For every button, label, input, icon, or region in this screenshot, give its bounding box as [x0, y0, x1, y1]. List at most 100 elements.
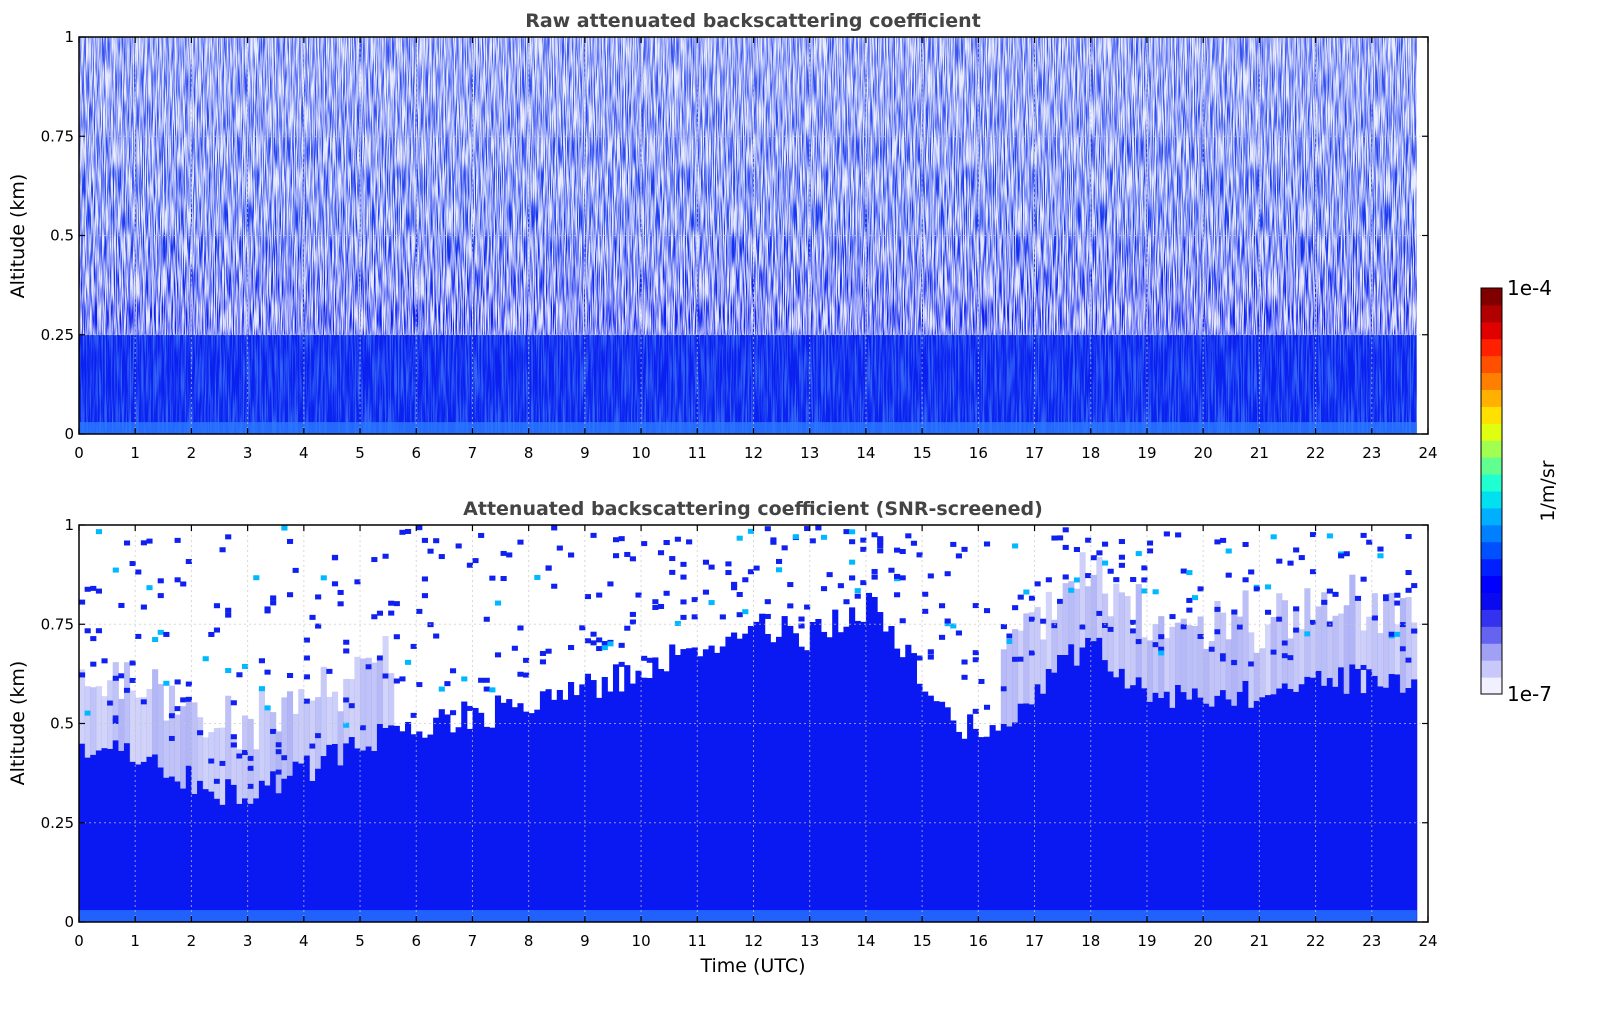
sparse-cell [236, 753, 243, 759]
sparse-cell [781, 545, 788, 551]
sparse-cell [641, 541, 648, 547]
haze-cell [1208, 641, 1215, 707]
panel-title: Attenuated backscattering coefficient (S… [463, 498, 1043, 520]
sparse-cell [1276, 558, 1283, 564]
haze-cell [1158, 616, 1165, 698]
x-tick-label: 5 [355, 444, 365, 462]
sparse-cell [826, 572, 833, 578]
sparse-cell [1377, 553, 1384, 559]
column-cell [584, 673, 591, 922]
haze-cell [376, 657, 384, 724]
haze-cell [197, 717, 204, 781]
sparse-cell [247, 765, 254, 771]
column-cell [1338, 667, 1345, 922]
column-cell [292, 761, 299, 922]
sparse-cell [1411, 583, 1418, 589]
column-cell [995, 730, 1002, 922]
haze-cell [180, 706, 187, 789]
sparse-cell [539, 659, 547, 665]
haze-cell [1028, 612, 1036, 705]
sparse-cell [1090, 555, 1097, 561]
column-cell [871, 596, 878, 922]
sparse-cell [652, 599, 659, 605]
sparse-cell [399, 676, 406, 682]
column-cell [500, 702, 507, 922]
sparse-cell [1287, 560, 1294, 566]
y-tick-label: 0.75 [41, 127, 74, 145]
sparse-cell [135, 569, 142, 575]
haze-cell [1130, 633, 1137, 686]
colorbar-cell [1481, 355, 1502, 374]
column-cell [1259, 697, 1266, 922]
haze-cell [1225, 639, 1232, 700]
colorbar-cell [1481, 677, 1502, 695]
sparse-cell [382, 673, 389, 679]
column-cell [1006, 726, 1013, 922]
haze-cell [1354, 597, 1362, 669]
sparse-cell [770, 539, 777, 545]
column-cell [731, 632, 738, 922]
sparse-cell [1191, 595, 1199, 601]
sparse-cell [584, 594, 591, 600]
sparse-cell [568, 552, 575, 558]
sparse-cell [275, 742, 282, 748]
column-cell [421, 737, 428, 922]
sparse-cell [123, 687, 131, 693]
sparse-cell [433, 538, 440, 544]
x-tick-label: 16 [969, 444, 988, 462]
x-tick-label: 13 [800, 932, 819, 950]
x-tick-label: 3 [243, 444, 253, 462]
sparse-cell [674, 620, 681, 626]
column-cell [708, 645, 715, 922]
haze-cell [1343, 605, 1350, 694]
haze-cell [95, 686, 102, 751]
column-cell [1354, 668, 1362, 922]
column-cell [163, 777, 170, 922]
haze-cell [1169, 626, 1176, 708]
colorbar-scale [1481, 288, 1502, 695]
sparse-cell [860, 580, 867, 586]
sparse-cell [983, 541, 991, 547]
column-cell [123, 743, 131, 922]
column-cell [1017, 703, 1024, 922]
sparse-cell [219, 760, 226, 766]
haze-cell [1276, 593, 1283, 689]
colorbar-cell [1481, 288, 1502, 306]
sparse-cell [1383, 594, 1390, 600]
heatmap-area [79, 525, 1418, 922]
column-cell [399, 731, 406, 922]
haze-cell [174, 714, 181, 782]
sparse-cell [1225, 548, 1232, 554]
sparse-cell [483, 677, 490, 683]
sparse-cell [545, 648, 552, 654]
sparse-cell [500, 576, 507, 582]
column-cell [972, 728, 979, 922]
sparse-cell [107, 700, 114, 706]
column-cell [95, 750, 102, 922]
column-cell [1090, 641, 1097, 922]
sparse-cell [1214, 606, 1221, 612]
column-cell [612, 664, 620, 922]
column-cell [449, 732, 457, 922]
column-cell [1079, 647, 1086, 922]
sparse-cell [230, 734, 237, 740]
sparse-cell [1242, 541, 1249, 547]
colorbar-cell [1481, 406, 1502, 424]
sparse-cell [742, 609, 749, 615]
sparse-cell [95, 588, 102, 594]
sparse-cell [674, 536, 681, 542]
column-cell [539, 691, 547, 922]
colorbar-max-label: 1e-4 [1507, 276, 1552, 300]
column-cell [1214, 695, 1221, 922]
sparse-cell [1220, 653, 1227, 659]
x-tick-label: 24 [1418, 932, 1437, 950]
sparse-cell [180, 697, 187, 703]
colorbar-cell [1481, 626, 1502, 644]
sparse-cell [1293, 627, 1300, 633]
sparse-cell [1180, 624, 1187, 630]
x-tick-label: 5 [355, 932, 365, 950]
column-cell [371, 751, 378, 922]
column-cell [815, 618, 822, 922]
sparse-cell [551, 525, 558, 531]
column-cell [1169, 707, 1176, 922]
